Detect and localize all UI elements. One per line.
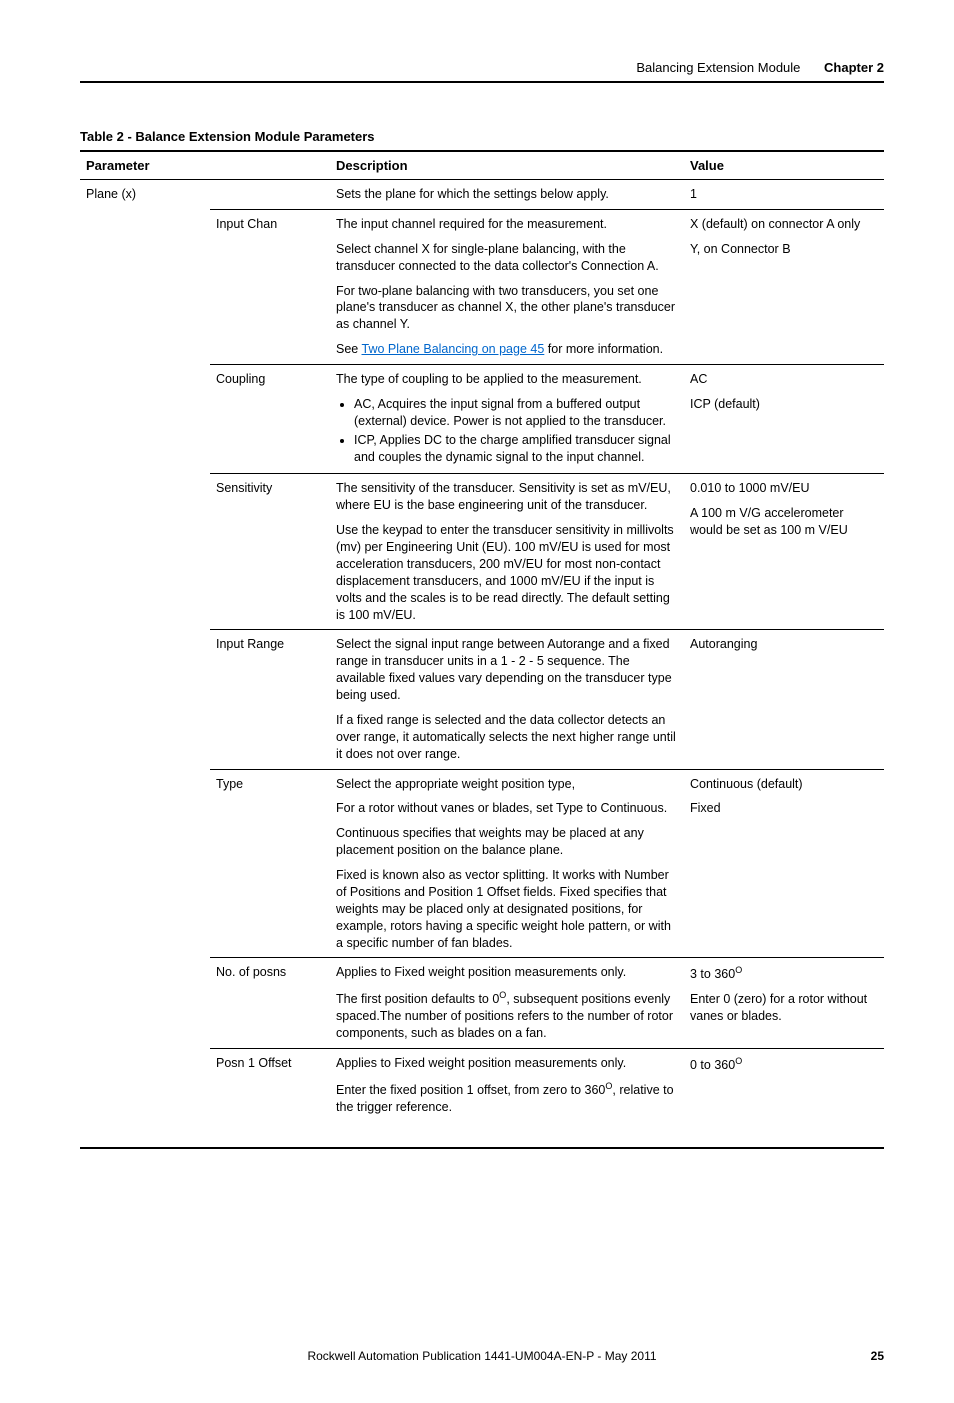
cell-description: Applies to Fixed weight position measure… [330, 1049, 684, 1148]
desc-text: Select the signal input range between Au… [336, 636, 678, 704]
cell-sub [210, 180, 330, 210]
table-caption: Table 2 - Balance Extension Module Param… [80, 129, 884, 144]
footer-page-number: 25 [844, 1349, 884, 1363]
running-header: Balancing Extension Module Chapter 2 [80, 60, 884, 75]
col-header-description: Description [330, 151, 684, 180]
parameters-table: Parameter Description Value Plane (x) Se… [80, 150, 884, 1149]
page-footer: Rockwell Automation Publication 1441-UM0… [80, 1349, 884, 1363]
list-item: AC, Acquires the input signal from a buf… [354, 396, 678, 430]
two-plane-balancing-link[interactable]: Two Plane Balancing on page 45 [362, 342, 545, 356]
desc-text: If a fixed range is selected and the dat… [336, 712, 678, 763]
desc-text: For two-plane balancing with two transdu… [336, 283, 678, 334]
desc-text: Continuous specifies that weights may be… [336, 825, 678, 859]
value-text: Y, on Connector B [690, 241, 878, 258]
cell-description: The sensitivity of the transducer. Sensi… [330, 474, 684, 630]
cell-sub: Input Chan [210, 209, 330, 364]
header-chapter: Chapter 2 [824, 60, 884, 75]
desc-text: Fixed is known also as vector splitting.… [336, 867, 678, 951]
degree-symbol: O [735, 1056, 742, 1066]
desc-text: Sets the plane for which the settings be… [336, 186, 678, 203]
desc-text: Select channel X for single-plane balanc… [336, 241, 678, 275]
cell-value: 1 [684, 180, 884, 210]
cell-sub: Posn 1 Offset [210, 1049, 330, 1148]
cell-parameter: Plane (x) [80, 180, 210, 1148]
value-text: 1 [690, 186, 878, 203]
cell-value: X (default) on connector A only Y, on Co… [684, 209, 884, 364]
table-row: Plane (x) Sets the plane for which the s… [80, 180, 884, 210]
cell-value: 0.010 to 1000 mV/EU A 100 m V/G accelero… [684, 474, 884, 630]
cell-value: Continuous (default) Fixed [684, 769, 884, 958]
value-text: Continuous (default) [690, 776, 878, 793]
header-section: Balancing Extension Module [636, 60, 800, 75]
cell-value: 3 to 360O Enter 0 (zero) for a rotor wit… [684, 958, 884, 1049]
col-header-parameter: Parameter [80, 151, 330, 180]
value-text: 0 to 360O [690, 1055, 878, 1074]
value-text: AC [690, 371, 878, 388]
value-text: A 100 m V/G accelerometer would be set a… [690, 505, 878, 539]
desc-text: Applies to Fixed weight position measure… [336, 964, 678, 981]
desc-text: See Two Plane Balancing on page 45 for m… [336, 341, 678, 358]
value-text: 3 to 360O [690, 964, 878, 983]
desc-text: Applies to Fixed weight position measure… [336, 1055, 678, 1072]
desc-text: The input channel required for the measu… [336, 216, 678, 233]
value-text: Fixed [690, 800, 878, 817]
cell-value: AC ICP (default) [684, 365, 884, 474]
value-text: ICP (default) [690, 396, 878, 413]
cell-sub: Sensitivity [210, 474, 330, 630]
cell-description: Sets the plane for which the settings be… [330, 180, 684, 210]
cell-description: Select the signal input range between Au… [330, 630, 684, 769]
desc-text [336, 1124, 678, 1141]
col-header-value: Value [684, 151, 884, 180]
cell-sub: Type [210, 769, 330, 958]
cell-sub: Coupling [210, 365, 330, 474]
cell-description: Select the appropriate weight position t… [330, 769, 684, 958]
footer-publication: Rockwell Automation Publication 1441-UM0… [120, 1349, 844, 1363]
list-item: ICP, Applies DC to the charge amplified … [354, 432, 678, 466]
header-rule [80, 81, 884, 83]
desc-text: The sensitivity of the transducer. Sensi… [336, 480, 678, 514]
desc-text: The first position defaults to 0O, subse… [336, 989, 678, 1042]
value-text: 0.010 to 1000 mV/EU [690, 480, 878, 497]
cell-description: Applies to Fixed weight position measure… [330, 958, 684, 1049]
value-text: Enter 0 (zero) for a rotor without vanes… [690, 991, 878, 1025]
cell-value: Autoranging [684, 630, 884, 769]
cell-description: The type of coupling to be applied to th… [330, 365, 684, 474]
degree-symbol: O [735, 965, 742, 975]
desc-text: Select the appropriate weight position t… [336, 776, 678, 793]
value-text: X (default) on connector A only [690, 216, 878, 233]
desc-text: Enter the fixed position 1 offset, from … [336, 1080, 678, 1116]
desc-text: Use the keypad to enter the transducer s… [336, 522, 678, 623]
cell-sub: Input Range [210, 630, 330, 769]
desc-text: For a rotor without vanes or blades, set… [336, 800, 678, 817]
desc-text: The type of coupling to be applied to th… [336, 371, 678, 388]
cell-value: 0 to 360O [684, 1049, 884, 1148]
desc-list: AC, Acquires the input signal from a buf… [354, 396, 678, 466]
value-text: Autoranging [690, 636, 878, 653]
cell-description: The input channel required for the measu… [330, 209, 684, 364]
cell-sub: No. of posns [210, 958, 330, 1049]
